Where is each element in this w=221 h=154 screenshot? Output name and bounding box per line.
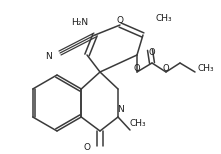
- Text: H₂N: H₂N: [71, 18, 88, 26]
- Text: O: O: [116, 16, 124, 24]
- Text: O: O: [84, 144, 91, 152]
- Text: O: O: [149, 47, 155, 57]
- Text: O: O: [134, 63, 140, 73]
- Text: O: O: [163, 63, 169, 73]
- Text: N: N: [117, 105, 123, 115]
- Text: CH₃: CH₃: [155, 14, 172, 22]
- Text: CH₃: CH₃: [198, 63, 215, 73]
- Text: CH₃: CH₃: [130, 120, 147, 128]
- Text: N: N: [45, 51, 52, 61]
